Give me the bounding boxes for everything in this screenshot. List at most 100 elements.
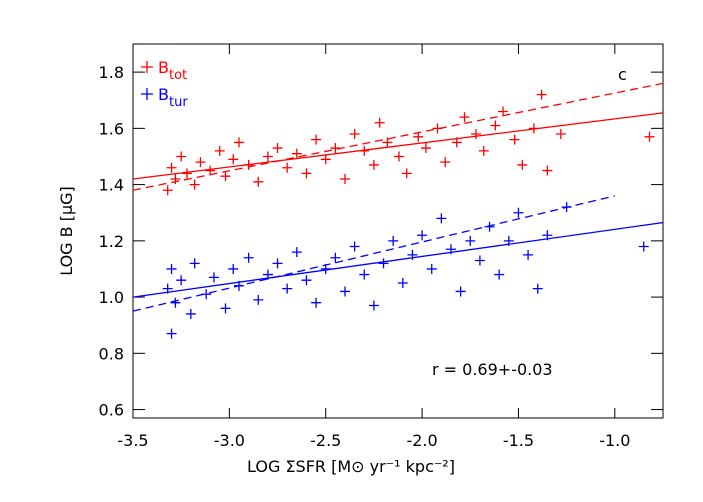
point — [459, 112, 470, 123]
point — [282, 283, 293, 294]
point — [162, 185, 173, 196]
x-tick-label: -2.0 — [406, 431, 437, 450]
point — [561, 202, 572, 213]
point — [311, 134, 322, 145]
correlation-annotation: r = 0.69+-0.03 — [432, 360, 553, 379]
y-tick-label: 1.6 — [99, 119, 124, 138]
point — [301, 168, 312, 179]
point — [436, 213, 447, 224]
point — [176, 151, 187, 162]
legend-subscript: tur — [169, 95, 188, 110]
point — [638, 241, 649, 252]
point — [234, 137, 244, 148]
point — [451, 137, 462, 148]
point — [291, 247, 302, 258]
point — [311, 297, 322, 308]
point — [320, 263, 331, 274]
point — [181, 168, 192, 179]
point — [349, 241, 360, 252]
point — [166, 328, 177, 339]
point — [162, 283, 173, 294]
point — [397, 278, 408, 289]
y-axis-label: LOG B [μG] — [57, 186, 76, 276]
legend-marker — [141, 88, 153, 100]
fit-line — [132, 82, 664, 191]
point — [282, 162, 293, 173]
point — [291, 148, 302, 159]
point — [417, 230, 428, 241]
point — [301, 275, 312, 286]
point — [166, 162, 177, 173]
fit-line — [132, 195, 615, 312]
point — [176, 275, 187, 286]
point — [426, 263, 437, 274]
y-tick-label: 0.8 — [99, 344, 124, 363]
fit-line — [132, 221, 664, 298]
point — [189, 179, 200, 190]
point — [243, 252, 254, 263]
point — [413, 131, 424, 142]
point — [446, 244, 456, 255]
point — [503, 235, 514, 246]
point — [388, 235, 399, 246]
legend-label: Btur — [158, 85, 188, 110]
point — [440, 157, 451, 168]
point — [471, 128, 482, 139]
x-tick-label: -2.5 — [310, 431, 341, 450]
panel-label: c — [618, 65, 627, 84]
point — [532, 283, 543, 294]
legend-marker — [141, 61, 153, 73]
point — [368, 300, 379, 311]
legend-name: B — [158, 58, 169, 77]
y-tick-label: 0.6 — [99, 401, 124, 420]
point — [340, 173, 350, 184]
point — [644, 131, 655, 142]
point — [228, 263, 239, 274]
point — [523, 249, 534, 260]
point — [509, 134, 520, 145]
x-tick-label: -3.0 — [214, 431, 245, 450]
point — [432, 123, 443, 134]
point — [220, 171, 231, 182]
point — [393, 151, 404, 162]
legend-label: Btot — [158, 58, 187, 83]
point — [455, 286, 466, 297]
point — [484, 221, 495, 232]
point — [189, 258, 200, 269]
legend-subscript: tot — [169, 68, 187, 83]
point — [195, 157, 206, 168]
plot-frame — [132, 43, 664, 419]
point — [536, 89, 547, 100]
fit-line — [132, 112, 664, 180]
point — [490, 120, 501, 131]
point — [262, 151, 273, 162]
legend-name: B — [158, 85, 169, 104]
point — [253, 176, 264, 187]
point — [208, 272, 219, 283]
point — [201, 289, 212, 300]
point — [494, 269, 505, 280]
point — [272, 258, 283, 269]
point — [378, 258, 389, 269]
point — [185, 308, 196, 319]
point — [253, 294, 264, 305]
point — [465, 235, 476, 246]
x-tick-label: -1.0 — [599, 431, 630, 450]
point — [513, 207, 524, 218]
point — [262, 269, 273, 280]
point — [401, 168, 412, 179]
point — [340, 286, 350, 297]
point — [420, 143, 431, 154]
y-tick-label: 1.0 — [99, 288, 124, 307]
x-tick-label: -3.5 — [117, 431, 148, 450]
point — [368, 159, 379, 170]
point — [359, 145, 370, 156]
point — [166, 263, 177, 274]
point — [272, 143, 283, 154]
point — [170, 173, 181, 184]
point — [214, 145, 225, 156]
point — [220, 303, 231, 314]
point — [243, 159, 254, 170]
point — [170, 297, 181, 308]
